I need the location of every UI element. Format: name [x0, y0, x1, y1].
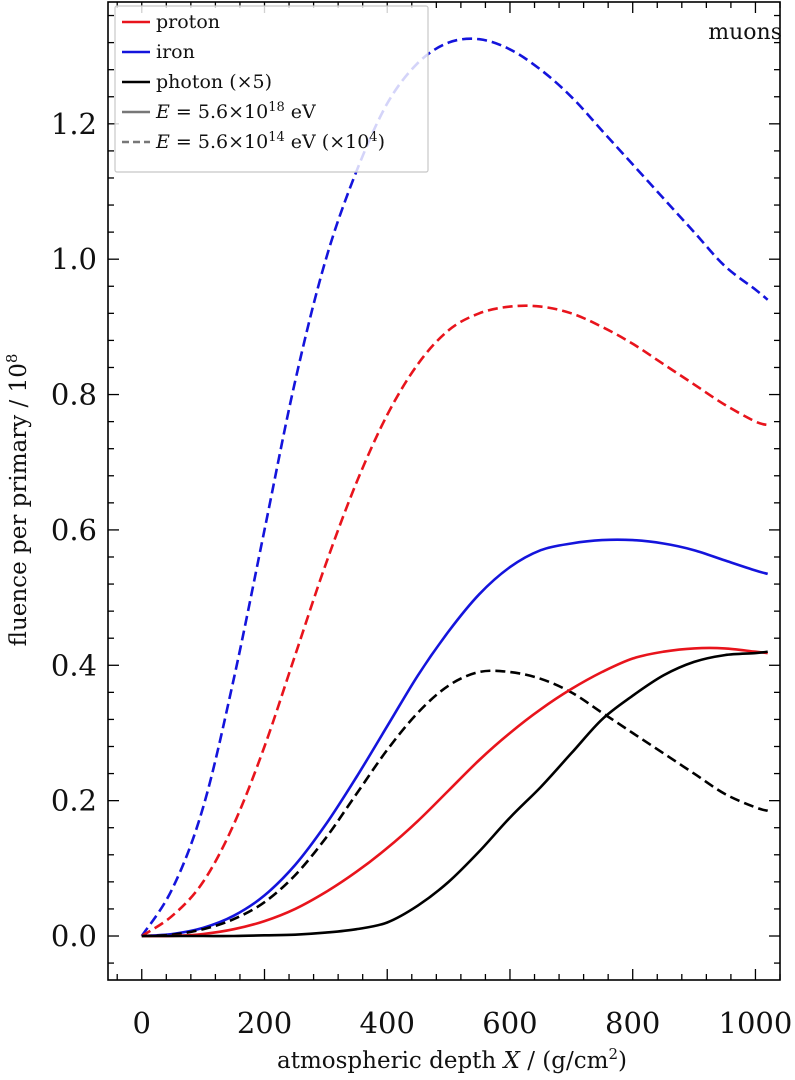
x-tick-label: 1000: [719, 1006, 793, 1040]
ticks-layer: 0 200 400 600 800 1000 0.0 0.2 0.4 0.6 0.8 1.0 1.2: [51, 2, 792, 1040]
plot-frame: [107, 1, 781, 981]
legend-frame: [114, 5, 429, 173]
series-proton-5_6e14-line: [141, 304, 769, 938]
x-tick-label: 200: [237, 1006, 292, 1040]
legend-label: E = 5.6×1014 eV (×104): [155, 130, 385, 154]
x-tick-label: 800: [605, 1006, 660, 1040]
legend-entries: proton iron photon (×5) E = 5.6×1018 eV E = …: [122, 11, 385, 153]
series-proton-5_6e18-line: [141, 646, 768, 938]
legend-label: E = 5.6×1018 eV: [155, 100, 316, 124]
x-tick-label: 600: [482, 1006, 537, 1040]
x-tick-label: 400: [360, 1006, 415, 1040]
y-axis-label: fluence per primary / 108: [3, 354, 32, 647]
x-tick-label: 0: [133, 1006, 151, 1040]
legend-label: iron: [156, 41, 195, 63]
y-tick-label: 0.0: [51, 919, 97, 953]
y-tick-label: 0.6: [51, 513, 97, 547]
legend-label: photon (×5): [156, 71, 272, 93]
y-tick-label: 1.2: [51, 107, 97, 141]
annotation-label: muons: [708, 20, 782, 45]
y-tick-label: 0.2: [51, 784, 97, 818]
series-photon-5_6e18-line: [141, 650, 768, 938]
series-iron-5_6e18-line: [141, 538, 769, 938]
series-layer: [140, 37, 769, 938]
y-tick-label: 0.4: [51, 648, 97, 682]
legend: proton iron photon (×5) E = 5.6×1018 eV E = …: [114, 5, 429, 173]
y-tick-label: 0.8: [51, 378, 97, 412]
y-tick-label: 1.0: [51, 242, 97, 276]
legend-label: proton: [156, 11, 220, 33]
series-photon-5_6e14-line: [141, 669, 769, 938]
x-axis-label: atmospheric depth X / (g/cm2): [277, 1045, 627, 1074]
series-iron-5_6e14-line: [140, 37, 769, 937]
